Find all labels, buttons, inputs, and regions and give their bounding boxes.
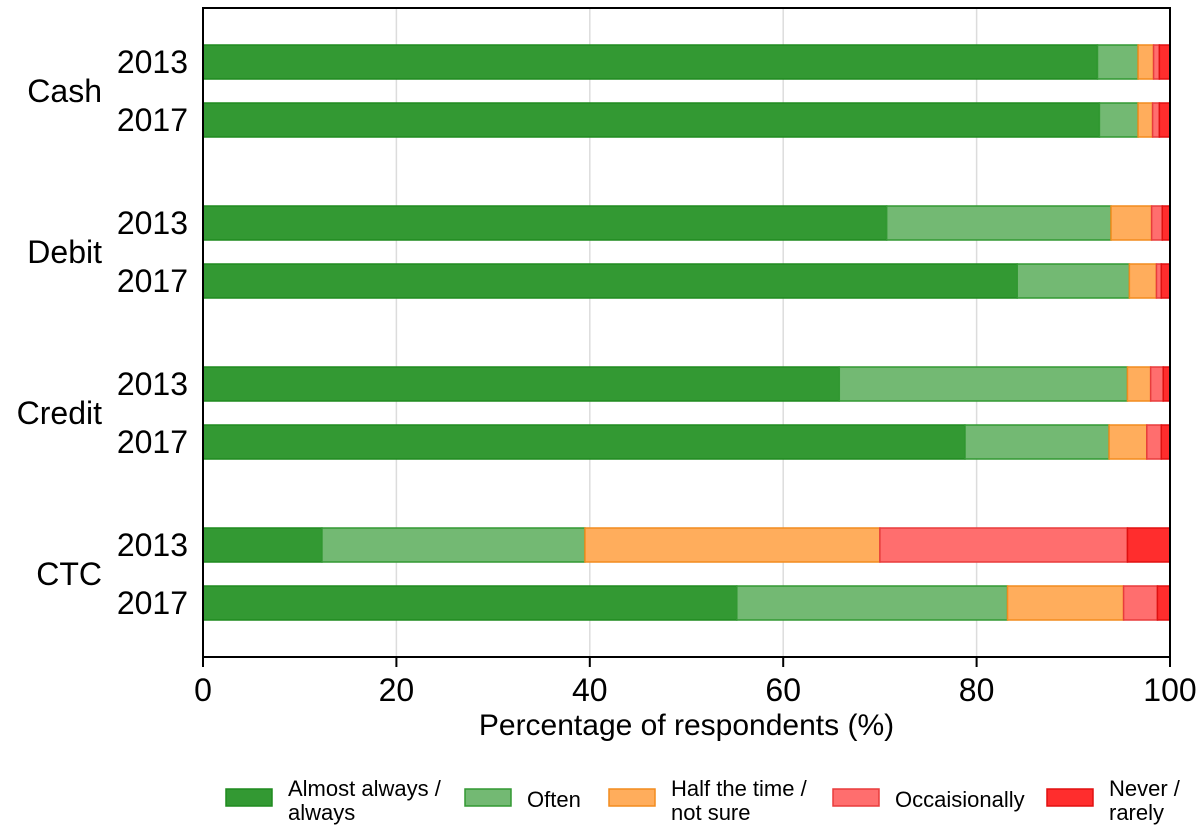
legend-label-line: rarely xyxy=(1109,800,1164,825)
group-label: CTC xyxy=(36,556,102,592)
bar-segment xyxy=(1158,44,1171,80)
bar-segment xyxy=(1096,44,1139,80)
legend-swatch xyxy=(1046,788,1094,807)
bar-segment xyxy=(202,44,1099,80)
bar-segment xyxy=(736,585,1009,621)
legend-label: Often xyxy=(527,787,581,812)
bar-segment xyxy=(1098,102,1139,138)
bar-segment xyxy=(1137,102,1154,138)
bar-segment xyxy=(1150,205,1164,241)
group-label: Cash xyxy=(27,73,102,109)
legend-label: Occaisionally xyxy=(895,787,1025,812)
bar-segment xyxy=(1162,366,1171,402)
legend: Almost always / always Often Half the time … xyxy=(225,776,1181,825)
y-axis-labels: 2013 2017 Cash 2013 2017 Debit 2013 2017 Credit 2… xyxy=(17,44,188,621)
x-tick-label: 60 xyxy=(765,672,801,708)
bar-segment xyxy=(1146,424,1163,460)
bar-segment xyxy=(1110,205,1153,241)
x-tick-label: 0 xyxy=(194,672,212,708)
x-tick-label: 100 xyxy=(1143,672,1196,708)
bar-segment xyxy=(584,527,881,563)
y-tick-label: 2013 xyxy=(117,366,188,402)
legend-label-line: Almost always / xyxy=(288,776,442,801)
bar-segment xyxy=(1152,44,1161,80)
legend-swatch xyxy=(832,788,880,807)
bar-segment xyxy=(202,585,738,621)
x-axis-ticks: 0 20 40 60 80 100 xyxy=(194,657,1197,708)
legend-label: Half the time / not sure xyxy=(671,776,808,825)
bar-segment xyxy=(1156,585,1171,621)
bar-segment xyxy=(202,102,1101,138)
legend-label-line: always xyxy=(288,800,355,825)
bar-segment xyxy=(964,424,1110,460)
bar-segment xyxy=(1158,102,1171,138)
x-tick-label: 20 xyxy=(379,672,415,708)
bar-segment xyxy=(202,205,888,241)
bar-segment xyxy=(1151,102,1161,138)
y-tick-label: 2017 xyxy=(117,263,188,299)
bar-segment xyxy=(1016,263,1131,299)
bar-segment xyxy=(1122,585,1159,621)
bar-segment xyxy=(1160,424,1171,460)
bar-segment xyxy=(1126,366,1152,402)
plot-frame xyxy=(202,7,1171,658)
legend-swatch xyxy=(225,788,273,807)
bar-segment xyxy=(202,424,966,460)
bar-segment xyxy=(1006,585,1125,621)
bar-segment xyxy=(879,527,1129,563)
y-tick-label: 2013 xyxy=(117,527,188,563)
x-axis-label: Percentage of respondents (%) xyxy=(479,709,894,742)
bar-segment xyxy=(202,527,323,563)
bar-segment xyxy=(202,263,1018,299)
bar-segment xyxy=(1160,263,1171,299)
bar-segment xyxy=(202,366,841,402)
bar-segments xyxy=(202,44,1171,621)
bar-segment xyxy=(1161,205,1171,241)
legend-label: Almost always / always xyxy=(288,776,442,825)
bar-segment xyxy=(838,366,1129,402)
legend-swatch xyxy=(464,788,512,807)
y-tick-label: 2013 xyxy=(117,44,188,80)
x-tick-label: 80 xyxy=(959,672,995,708)
y-tick-label: 2017 xyxy=(117,102,188,138)
legend-swatch xyxy=(608,788,656,807)
legend-label-line: Never / xyxy=(1109,776,1181,801)
group-label: Credit xyxy=(17,395,102,431)
legend-label-line: Half the time / xyxy=(671,776,808,801)
group-label: Debit xyxy=(27,234,102,270)
y-tick-label: 2013 xyxy=(117,205,188,241)
x-tick-label: 40 xyxy=(572,672,608,708)
bar-segment xyxy=(321,527,586,563)
bar-segment xyxy=(1149,366,1164,402)
bar-segment xyxy=(1137,44,1155,80)
bar-segment xyxy=(1108,424,1148,460)
y-tick-label: 2017 xyxy=(117,585,188,621)
y-tick-label: 2017 xyxy=(117,424,188,460)
bar-segment xyxy=(1128,263,1158,299)
bar-segment xyxy=(1126,527,1171,563)
legend-label: Never / rarely xyxy=(1109,776,1181,825)
legend-label-line: not sure xyxy=(671,800,751,825)
bar-segment xyxy=(885,205,1112,241)
